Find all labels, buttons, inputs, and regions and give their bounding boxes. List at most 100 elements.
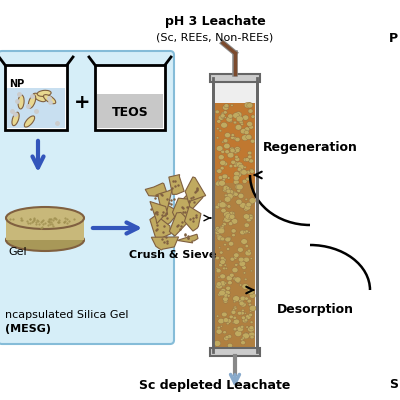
Ellipse shape xyxy=(222,178,225,181)
Ellipse shape xyxy=(240,302,246,307)
Ellipse shape xyxy=(220,160,226,165)
Ellipse shape xyxy=(223,293,228,297)
Polygon shape xyxy=(172,198,191,220)
Ellipse shape xyxy=(247,103,253,108)
Ellipse shape xyxy=(245,318,248,320)
Ellipse shape xyxy=(241,123,244,126)
Ellipse shape xyxy=(246,202,252,207)
Ellipse shape xyxy=(221,224,224,227)
Ellipse shape xyxy=(250,202,253,205)
Ellipse shape xyxy=(234,151,238,154)
Ellipse shape xyxy=(217,169,222,173)
Ellipse shape xyxy=(238,193,243,197)
Ellipse shape xyxy=(245,245,248,248)
Ellipse shape xyxy=(247,102,253,108)
Ellipse shape xyxy=(227,190,234,196)
Ellipse shape xyxy=(216,182,221,186)
Ellipse shape xyxy=(219,130,222,132)
Ellipse shape xyxy=(216,329,222,334)
Ellipse shape xyxy=(240,338,244,341)
Ellipse shape xyxy=(234,253,239,258)
Ellipse shape xyxy=(238,299,243,303)
Ellipse shape xyxy=(236,199,242,204)
Ellipse shape xyxy=(228,217,232,220)
Ellipse shape xyxy=(224,143,230,149)
Ellipse shape xyxy=(234,162,239,166)
Ellipse shape xyxy=(234,256,237,259)
Ellipse shape xyxy=(217,202,222,207)
Ellipse shape xyxy=(24,116,35,127)
Text: +: + xyxy=(74,94,90,112)
Ellipse shape xyxy=(231,229,236,233)
Ellipse shape xyxy=(226,237,231,241)
Ellipse shape xyxy=(240,296,246,301)
Ellipse shape xyxy=(237,326,244,332)
Ellipse shape xyxy=(6,207,84,229)
Ellipse shape xyxy=(242,318,248,323)
Ellipse shape xyxy=(226,189,231,193)
Ellipse shape xyxy=(235,264,238,266)
Ellipse shape xyxy=(233,277,237,280)
Ellipse shape xyxy=(235,155,238,158)
Ellipse shape xyxy=(218,247,221,249)
Ellipse shape xyxy=(243,158,248,162)
Ellipse shape xyxy=(220,274,226,279)
Ellipse shape xyxy=(241,263,244,266)
Ellipse shape xyxy=(249,305,256,311)
Ellipse shape xyxy=(236,184,243,190)
Ellipse shape xyxy=(247,289,254,295)
Ellipse shape xyxy=(233,121,237,124)
Ellipse shape xyxy=(218,293,222,296)
Ellipse shape xyxy=(226,276,232,281)
Ellipse shape xyxy=(245,332,247,334)
Ellipse shape xyxy=(222,174,228,179)
Ellipse shape xyxy=(244,207,249,211)
Ellipse shape xyxy=(220,256,224,260)
Ellipse shape xyxy=(224,212,230,217)
Ellipse shape xyxy=(233,316,236,319)
Ellipse shape xyxy=(225,215,231,220)
Ellipse shape xyxy=(235,137,240,142)
Ellipse shape xyxy=(234,306,237,309)
Ellipse shape xyxy=(214,340,221,346)
Ellipse shape xyxy=(239,169,246,174)
Ellipse shape xyxy=(221,258,226,262)
Ellipse shape xyxy=(240,230,245,235)
Ellipse shape xyxy=(230,148,235,153)
Ellipse shape xyxy=(219,290,225,296)
Ellipse shape xyxy=(244,127,250,131)
Ellipse shape xyxy=(215,110,219,114)
Ellipse shape xyxy=(244,230,248,234)
Ellipse shape xyxy=(224,194,228,197)
Ellipse shape xyxy=(248,216,253,221)
Ellipse shape xyxy=(233,300,236,303)
Ellipse shape xyxy=(229,119,231,122)
Ellipse shape xyxy=(245,158,249,162)
Ellipse shape xyxy=(242,135,248,141)
Ellipse shape xyxy=(233,175,239,180)
Ellipse shape xyxy=(28,95,36,108)
Ellipse shape xyxy=(241,316,246,320)
Ellipse shape xyxy=(221,112,225,115)
Ellipse shape xyxy=(233,296,240,302)
Ellipse shape xyxy=(224,282,227,284)
Text: ncapsulated Silica Gel: ncapsulated Silica Gel xyxy=(5,310,128,320)
Ellipse shape xyxy=(222,267,226,270)
Ellipse shape xyxy=(224,133,230,138)
Ellipse shape xyxy=(220,237,225,241)
Ellipse shape xyxy=(235,124,242,130)
Ellipse shape xyxy=(229,315,233,318)
Ellipse shape xyxy=(250,170,254,173)
Ellipse shape xyxy=(221,288,226,293)
Ellipse shape xyxy=(220,226,223,229)
Ellipse shape xyxy=(223,186,229,191)
Ellipse shape xyxy=(223,111,227,114)
Text: NP: NP xyxy=(9,79,24,89)
Ellipse shape xyxy=(248,249,251,252)
Ellipse shape xyxy=(229,214,235,219)
Ellipse shape xyxy=(247,299,252,303)
Ellipse shape xyxy=(229,188,231,190)
Ellipse shape xyxy=(216,180,220,184)
Ellipse shape xyxy=(248,303,252,306)
Ellipse shape xyxy=(216,170,220,172)
